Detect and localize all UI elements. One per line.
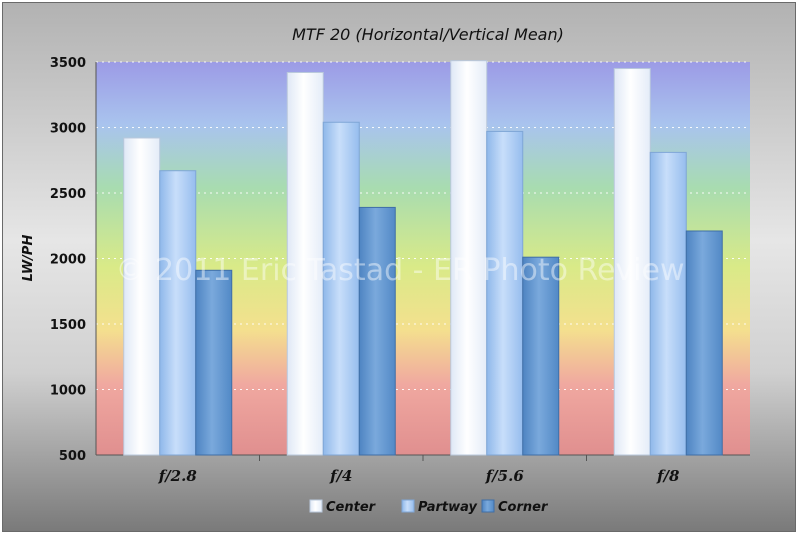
x-tick-label: f/8 [656,467,680,485]
chart-title: MTF 20 (Horizontal/Vertical Mean) [292,25,564,44]
legend-swatch-corner [481,499,495,513]
x-tick-labels: f/2.8 f/4 f/5.6 f/8 [158,455,680,485]
bar-corner-0 [195,269,233,456]
legend-label-partway: Partway [418,500,477,515]
y-tick-label: 2000 [50,253,86,268]
bar-partway-3 [649,151,687,456]
bar-corner-1 [358,206,396,456]
y-tick-label: 3000 [50,122,86,137]
bar-partway-2 [486,130,524,456]
bar-partway-1 [322,121,360,456]
x-tick-label: f/2.8 [158,467,198,485]
legend: Center Partway Corner [309,499,549,515]
bar-center-2 [450,60,488,456]
bars [123,60,723,456]
bar-corner-2 [522,256,560,456]
legend-label-center: Center [326,500,377,515]
y-tick-label: 2500 [50,187,86,202]
legend-swatch-partway [401,499,415,513]
y-tick-label: 1000 [50,384,86,399]
watermark: © 2011 Eric Tastad - ER Photo Review [115,253,684,288]
y-tick-labels: 500 1000 1500 2000 2500 3000 3500 [50,56,86,464]
y-tick-label: 500 [59,449,86,464]
legend-label-corner: Corner [498,500,549,515]
x-tick-label: f/4 [329,467,352,485]
bar-center-3 [613,68,651,456]
y-tick-label: 1500 [50,318,86,333]
bar-center-1 [286,71,324,456]
bar-partway-0 [159,170,197,456]
bar-center-0 [123,137,161,456]
legend-swatch-center [309,499,323,513]
y-tick-label: 3500 [50,56,86,71]
x-tick-label: f/5.6 [485,467,525,485]
bar-corner-3 [685,230,723,456]
y-axis-label: LW/PH [21,235,36,282]
